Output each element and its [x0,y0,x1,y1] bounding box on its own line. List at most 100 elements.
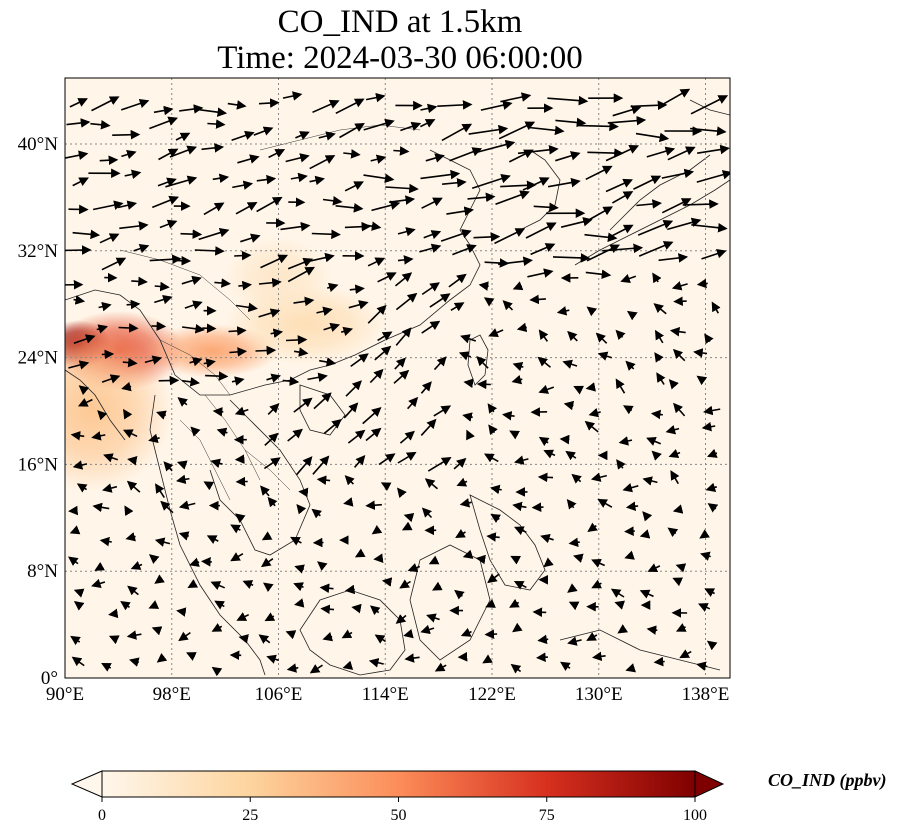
wind-arrow [591,579,602,589]
lon-tick-label: 138°E [682,684,730,705]
wind-arrow [203,202,225,216]
wind-arrow [652,272,662,284]
wind-arrow [485,599,496,608]
wind-arrow [156,410,167,420]
wind-arrow [494,228,526,245]
wind-arrow [610,224,634,238]
wind-arrow [630,100,668,111]
wind-arrow [421,197,443,209]
wind-arrow [351,603,362,614]
wind-arrow [568,601,580,611]
wind-arrow [612,191,634,204]
wind-arrow [483,453,499,463]
wind-arrow [670,470,680,485]
wind-arrow [154,574,165,584]
wind-arrow [429,293,451,308]
wind-arrow [112,129,141,140]
wind-arrow [696,661,708,671]
wind-arrow [706,640,718,651]
wind-arrow [624,550,635,560]
wind-arrow [484,629,498,639]
wind-arrow [238,280,252,291]
lon-tick-label: 122°E [468,684,516,705]
wind-arrow [322,196,343,206]
wind-arrow [307,372,328,383]
colorbar-label: CO_IND (ppbv) [768,770,887,791]
wind-arrow [94,561,106,571]
wind-arrow [369,605,381,616]
wind-arrow [348,300,369,310]
wind-arrow [121,149,137,160]
wind-arrow [72,229,101,240]
colorbar-tick-label: 75 [539,807,555,824]
wind-arrow [537,472,554,483]
wind-arrow [124,505,134,517]
wind-arrow [160,500,174,514]
wind-arrow [653,303,667,315]
wind-arrow [426,613,440,623]
wind-arrow [151,321,167,331]
wind-arrow [190,426,201,437]
wind-arrow [394,272,413,287]
wind-arrow [427,456,452,472]
wind-arrow [421,282,440,296]
wind-arrow [374,634,387,644]
wind-arrow [177,397,188,407]
wind-arrow [99,155,119,166]
wind-arrow [322,632,334,642]
wind-arrow [368,658,384,668]
wind-arrow [633,175,662,190]
wind-arrow [149,116,178,130]
wind-arrow [397,227,416,237]
wind-arrow [453,457,467,470]
wind-arrow [169,145,197,158]
wind-arrow [293,582,304,592]
wind-arrow [212,173,230,184]
wind-arrow [440,229,472,242]
wind-arrow [625,663,636,673]
wind-arrow [287,428,303,442]
wind-arrow [121,381,132,392]
wind-arrow [73,334,96,344]
wind-arrow [693,348,708,358]
wind-arrow [309,664,323,674]
wind-arrow [605,145,640,162]
wind-arrow [450,302,465,312]
wind-arrow [679,649,692,659]
wind-arrow [367,304,387,324]
wind-arrow [318,131,336,141]
wind-arrow [205,371,229,381]
wind-arrow [293,347,309,357]
wind-arrow [280,221,311,232]
wind-arrow [573,385,584,395]
lat-tick-label: 32°N [18,241,59,262]
colorbar-extend-high [694,770,725,798]
wind-arrow [673,296,687,307]
wind-arrow [471,174,511,189]
wind-arrow [203,481,215,491]
wind-arrow [316,306,333,316]
wind-arrow [212,407,224,417]
wind-arrow [419,243,442,253]
wind-arrow [584,420,599,433]
wind-arrow [625,501,639,512]
wind-arrow [119,221,149,231]
wind-arrow [529,294,546,305]
wind-arrow [122,429,138,439]
wind-arrow [647,563,661,573]
wind-arrow [282,91,303,101]
wind-arrow [341,629,353,639]
wind-arrow [701,249,727,260]
wind-arrow [614,600,626,610]
wind-arrow [466,429,475,441]
wind-arrow [567,330,578,342]
wind-arrow [587,522,598,533]
lat-tick-label: 0° [41,668,58,689]
wind-arrow [99,233,120,244]
wind-arrow [696,375,708,386]
wind-arrow [420,418,437,436]
wind-arrow [156,653,168,663]
wind-arrow [350,353,369,368]
wind-arrow [102,483,118,493]
